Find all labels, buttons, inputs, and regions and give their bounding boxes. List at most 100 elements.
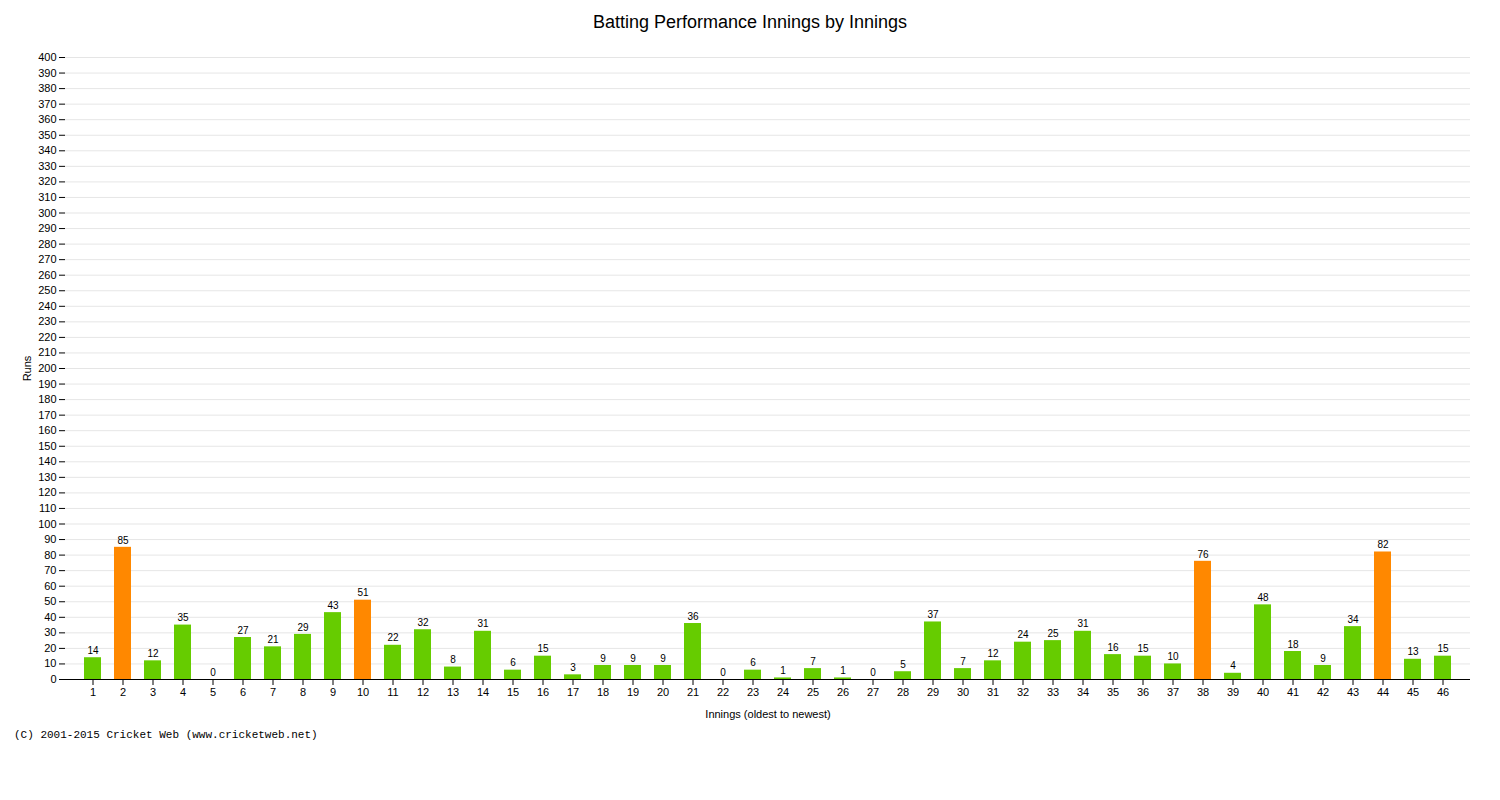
svg-text:150: 150 [38, 440, 56, 452]
svg-text:380: 380 [38, 82, 56, 94]
svg-text:170: 170 [38, 409, 56, 421]
svg-text:29: 29 [297, 622, 309, 633]
svg-text:60: 60 [44, 580, 56, 592]
svg-text:9: 9 [660, 653, 666, 664]
svg-text:310: 310 [38, 191, 56, 203]
svg-text:20: 20 [657, 686, 669, 698]
svg-text:36: 36 [1137, 686, 1149, 698]
svg-text:37: 37 [1167, 686, 1179, 698]
svg-text:15: 15 [537, 643, 549, 654]
svg-text:18: 18 [1287, 639, 1299, 650]
svg-text:27: 27 [237, 625, 249, 636]
svg-text:300: 300 [38, 207, 56, 219]
svg-text:390: 390 [38, 67, 56, 79]
svg-text:0: 0 [210, 667, 216, 678]
svg-text:200: 200 [38, 362, 56, 374]
svg-text:1: 1 [840, 665, 846, 676]
svg-text:6: 6 [240, 686, 246, 698]
svg-text:16: 16 [1107, 642, 1119, 653]
svg-text:20: 20 [44, 642, 56, 654]
svg-text:90: 90 [44, 533, 56, 545]
svg-text:29: 29 [927, 686, 939, 698]
svg-text:21: 21 [687, 686, 699, 698]
svg-text:85: 85 [117, 535, 129, 546]
svg-text:15: 15 [1437, 643, 1449, 654]
svg-text:12: 12 [987, 648, 999, 659]
svg-text:45: 45 [1407, 686, 1419, 698]
svg-text:82: 82 [1377, 539, 1389, 550]
svg-text:39: 39 [1227, 686, 1239, 698]
svg-text:5: 5 [900, 659, 906, 670]
svg-text:340: 340 [38, 144, 56, 156]
svg-text:13: 13 [1407, 646, 1419, 657]
svg-text:32: 32 [1017, 686, 1029, 698]
svg-text:320: 320 [38, 175, 56, 187]
svg-text:10: 10 [44, 657, 56, 669]
svg-text:13: 13 [447, 686, 459, 698]
svg-text:7: 7 [960, 656, 966, 667]
svg-text:32: 32 [417, 617, 429, 628]
svg-text:25: 25 [1047, 628, 1059, 639]
svg-text:41: 41 [1287, 686, 1299, 698]
svg-text:24: 24 [777, 686, 789, 698]
svg-text:0: 0 [870, 667, 876, 678]
svg-text:48: 48 [1257, 592, 1269, 603]
svg-text:3: 3 [570, 662, 576, 673]
svg-text:11: 11 [387, 686, 398, 698]
svg-text:40: 40 [1257, 686, 1269, 698]
svg-text:240: 240 [38, 300, 56, 312]
svg-text:17: 17 [567, 686, 579, 698]
svg-text:80: 80 [44, 549, 56, 561]
svg-text:24: 24 [1017, 629, 1029, 640]
svg-text:Runs: Runs [21, 355, 33, 381]
svg-text:250: 250 [38, 284, 56, 296]
svg-text:0: 0 [720, 667, 726, 678]
svg-text:9: 9 [330, 686, 336, 698]
svg-text:42: 42 [1317, 686, 1329, 698]
svg-text:25: 25 [807, 686, 819, 698]
svg-text:120: 120 [38, 486, 56, 498]
svg-text:330: 330 [38, 160, 56, 172]
svg-text:140: 140 [38, 455, 56, 467]
svg-text:6: 6 [510, 657, 516, 668]
svg-text:180: 180 [38, 393, 56, 405]
svg-text:7: 7 [810, 656, 816, 667]
svg-text:1: 1 [90, 686, 96, 698]
svg-text:Innings (oldest to newest): Innings (oldest to newest) [705, 708, 830, 720]
svg-text:31: 31 [987, 686, 999, 698]
svg-text:8: 8 [450, 654, 456, 665]
svg-text:4: 4 [1230, 660, 1236, 671]
svg-text:70: 70 [44, 564, 56, 576]
svg-text:76: 76 [1197, 549, 1209, 560]
svg-text:37: 37 [927, 609, 939, 620]
svg-text:9: 9 [1320, 653, 1326, 664]
svg-text:27: 27 [867, 686, 879, 698]
svg-text:0: 0 [50, 673, 56, 685]
svg-text:110: 110 [39, 502, 57, 514]
svg-text:35: 35 [177, 612, 189, 623]
svg-text:21: 21 [267, 634, 279, 645]
svg-text:43: 43 [1347, 686, 1359, 698]
svg-text:100: 100 [38, 518, 56, 530]
svg-text:14: 14 [87, 645, 99, 656]
svg-text:290: 290 [38, 222, 56, 234]
svg-text:15: 15 [507, 686, 519, 698]
svg-text:400: 400 [38, 51, 56, 63]
svg-text:16: 16 [537, 686, 549, 698]
svg-text:35: 35 [1107, 686, 1119, 698]
svg-text:31: 31 [1077, 618, 1089, 629]
svg-text:14: 14 [477, 686, 489, 698]
svg-text:160: 160 [38, 424, 56, 436]
svg-text:23: 23 [747, 686, 759, 698]
svg-text:8: 8 [300, 686, 306, 698]
svg-text:15: 15 [1137, 643, 1149, 654]
svg-text:18: 18 [597, 686, 609, 698]
svg-text:38: 38 [1197, 686, 1209, 698]
svg-text:51: 51 [357, 587, 369, 598]
svg-text:10: 10 [1167, 651, 1179, 662]
svg-text:5: 5 [210, 686, 216, 698]
svg-text:12: 12 [417, 686, 429, 698]
svg-text:360: 360 [38, 113, 56, 125]
svg-text:2: 2 [120, 686, 126, 698]
svg-text:3: 3 [150, 686, 156, 698]
